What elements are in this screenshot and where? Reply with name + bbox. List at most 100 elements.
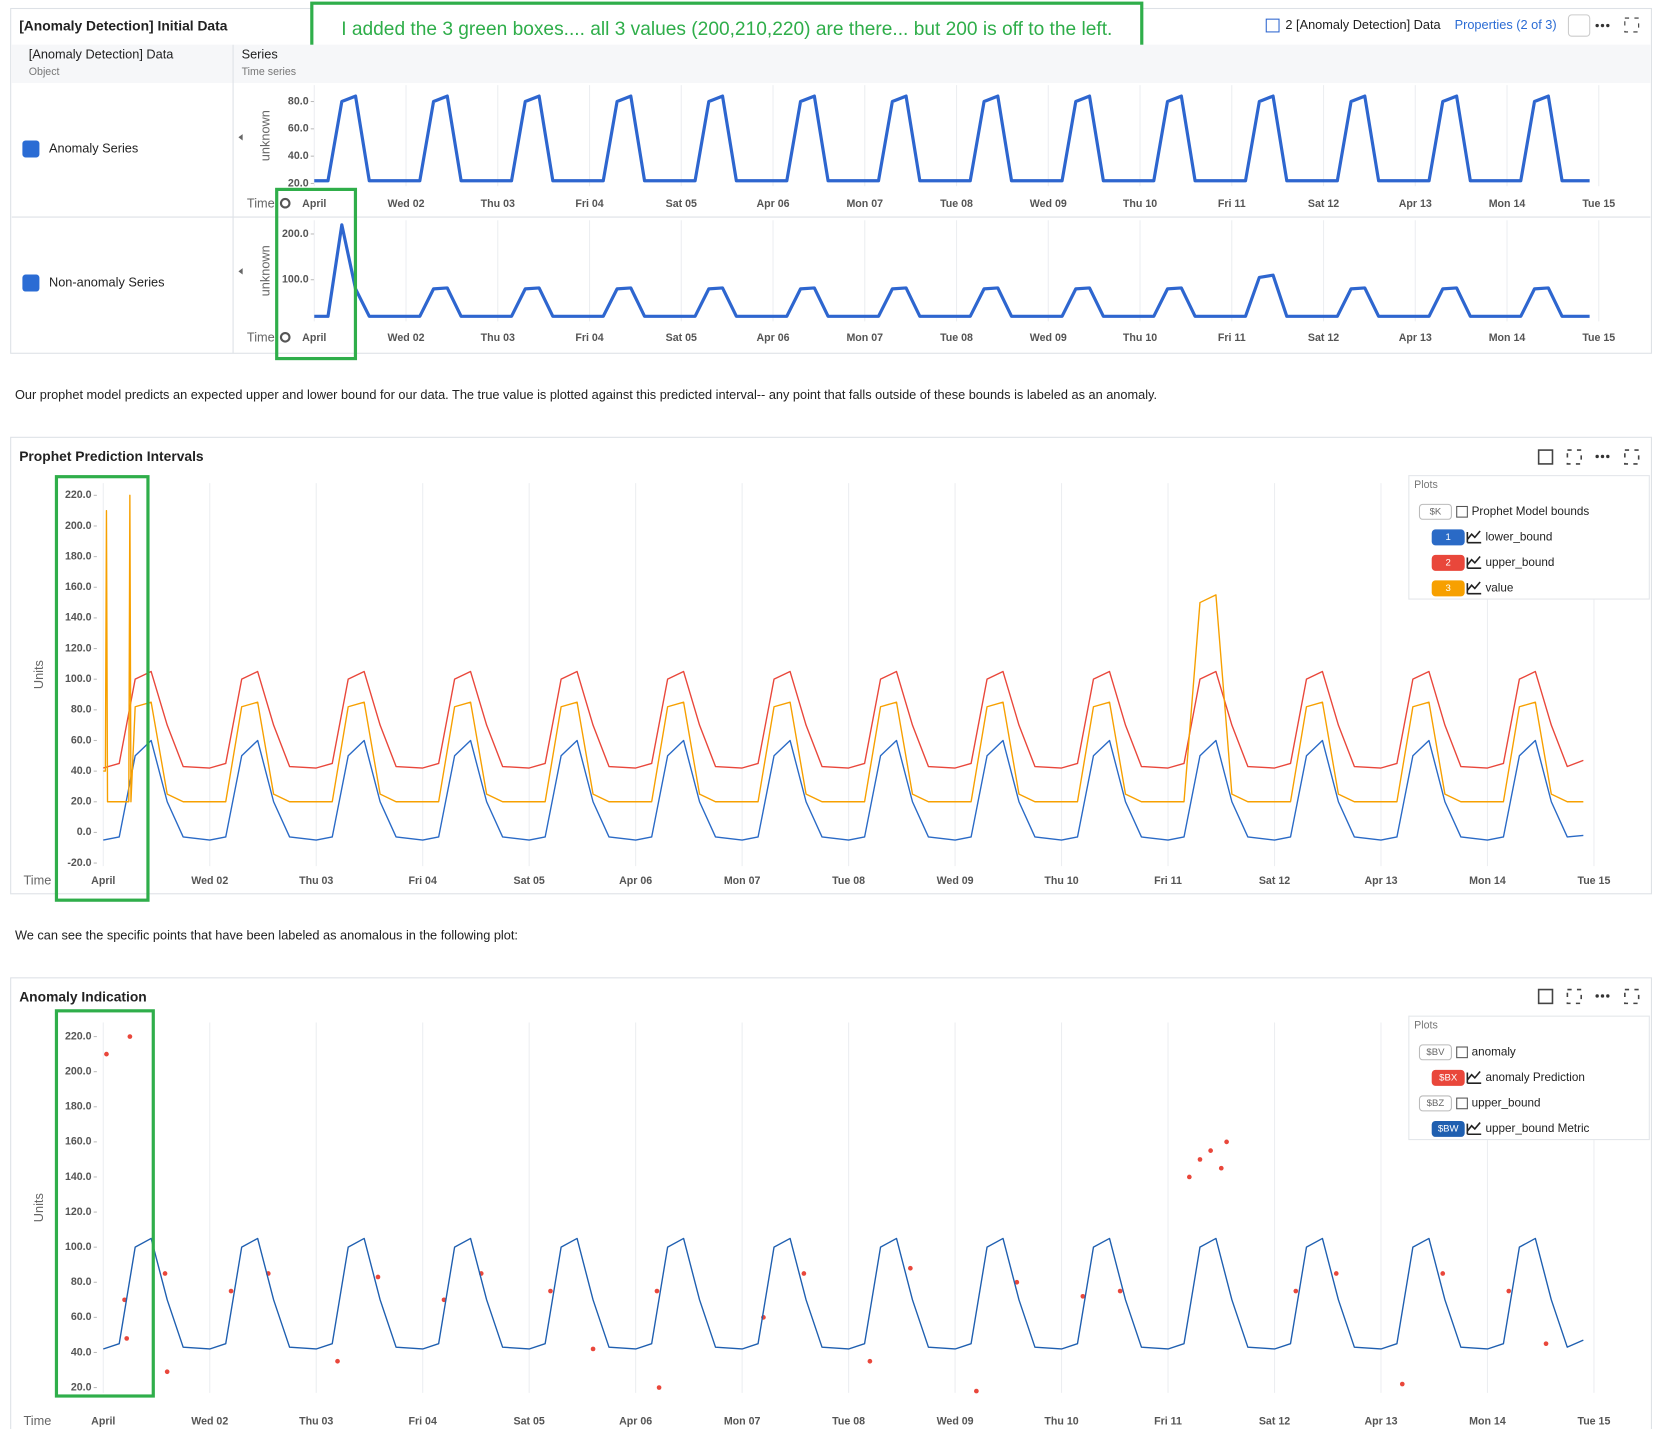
x-tick-label: Sat 05 (666, 198, 697, 210)
y-tick-label: 20.0 (71, 796, 92, 808)
x-tick-label: Thu 03 (481, 198, 515, 210)
more-button[interactable] (1595, 23, 1610, 28)
x-tick-label: Tue 15 (1578, 875, 1611, 887)
series-line (103, 494, 1584, 803)
series-line (314, 223, 1590, 318)
anomaly-point (1014, 1279, 1020, 1285)
x-tick-label: Sat 05 (514, 875, 545, 887)
x-tick-label: Fri 04 (575, 332, 603, 344)
legend-entry: upper_bound Metric (1485, 1122, 1589, 1135)
x-tick-label: Mon 07 (846, 332, 883, 344)
y-tick-label: 60.0 (288, 123, 309, 135)
column-subheader: Time series (242, 66, 297, 78)
x-tick-label: Tue 15 (1582, 332, 1615, 344)
legend-entry: anomaly Prediction (1485, 1071, 1584, 1084)
series-line (314, 94, 1590, 183)
y-tick-label: 80.0 (288, 95, 309, 107)
anomaly-point (908, 1265, 913, 1271)
x-tick-label: Mon 14 (1489, 198, 1526, 210)
x-tick-label: Tue 08 (940, 332, 973, 344)
x-tick-label: Wed 02 (388, 332, 425, 344)
anomaly-point (974, 1388, 979, 1394)
x-axis-label: Time (247, 330, 275, 345)
x-tick-label: Fri 11 (1154, 1415, 1182, 1427)
anomaly-point (548, 1288, 553, 1294)
series-badge-label: 1 (1446, 532, 1451, 543)
x-tick-label: Fri 04 (409, 1415, 437, 1427)
x-tick-label: Mon 07 (724, 1415, 761, 1427)
x-tick-label: Apr 06 (619, 1415, 652, 1427)
object-link[interactable]: 2 [Anomaly Detection] Data (1285, 17, 1441, 32)
x-tick-label: Apr 13 (1399, 198, 1432, 210)
x-tick-label: Apr 06 (756, 198, 789, 210)
anomaly-point (1333, 1271, 1339, 1276)
x-axis-label: Time (247, 196, 275, 211)
x-tick-label: Apr 06 (619, 875, 652, 887)
anomaly-point (590, 1346, 596, 1352)
legend-entry: upper_bound (1485, 556, 1554, 569)
y-tick-label: 220.0 (65, 489, 92, 501)
anomaly-point (124, 1336, 130, 1341)
legend-icon (1466, 1070, 1482, 1084)
x-tick-label: Apr 06 (756, 332, 789, 344)
x-tick-label: Tue 08 (940, 198, 973, 210)
x-axis-label: Time (23, 872, 51, 887)
x-tick-label: April (302, 332, 326, 344)
legend-group: upper_bound (1472, 1096, 1541, 1109)
group-badge-label: $K (1430, 506, 1442, 517)
group-icon (1456, 1046, 1468, 1059)
y-tick-label: 80.0 (71, 1276, 92, 1288)
y-tick-label: 20.0 (71, 1381, 92, 1393)
panel (10, 436, 1652, 895)
chart-title: Prophet Prediction Intervals (19, 448, 204, 464)
x-tick-label: Apr 13 (1364, 1415, 1397, 1427)
legend-group: anomaly (1472, 1045, 1516, 1058)
series-name: Anomaly Series (49, 140, 138, 155)
more-button[interactable] (1595, 454, 1610, 998)
y-tick-label: 100.0 (282, 274, 309, 286)
x-axis-label: Time (23, 1413, 51, 1428)
properties-link[interactable]: Properties (2 of 3) (1455, 17, 1557, 32)
legend-icon (1466, 530, 1482, 544)
series-line (103, 739, 1584, 841)
expand-button[interactable] (1624, 17, 1640, 33)
series-icon (22, 274, 40, 292)
column-subheader: Object (29, 66, 60, 78)
x-tick-label: Thu 03 (299, 1415, 333, 1427)
x-tick-label: Fri 04 (575, 198, 603, 210)
x-tick-label: Thu 03 (481, 332, 515, 344)
x-tick-label: Wed 02 (191, 875, 228, 887)
x-tick-label: April (302, 198, 326, 210)
anomaly-point (1440, 1271, 1446, 1276)
chart-button[interactable] (1567, 14, 1591, 37)
anomaly-point (1080, 1293, 1086, 1299)
anomaly-point (1218, 1165, 1224, 1171)
legend-icon (1466, 1122, 1482, 1136)
toolbar-icons[interactable] (1537, 449, 1640, 1005)
x-tick-label: Tue 15 (1582, 198, 1615, 210)
y-axis-label: unknown (257, 245, 272, 296)
anomaly-point (375, 1274, 381, 1280)
x-tick-label: Wed 09 (937, 875, 974, 887)
anomaly-point (1506, 1288, 1512, 1294)
y-tick-label: 140.0 (65, 1171, 92, 1183)
x-tick-label: Wed 09 (1030, 198, 1067, 210)
x-tick-label: Tue 15 (1578, 1415, 1611, 1427)
group-badge (1418, 503, 1452, 520)
x-tick-label: Fri 11 (1218, 198, 1246, 210)
y-axis-label: Units (31, 1193, 46, 1222)
legend-title: Plots (1414, 1020, 1438, 1032)
x-tick-label: Mon 14 (1469, 1415, 1506, 1427)
group-badge (1418, 1044, 1452, 1061)
y-tick-label: 200.0 (65, 1065, 92, 1077)
x-tick-label: Thu 10 (1044, 1415, 1078, 1427)
x-tick-label: Tue 08 (832, 875, 865, 887)
x-tick-label: Sat 05 (666, 332, 697, 344)
y-tick-label: 0.0 (77, 826, 92, 838)
x-tick-label: Fri 11 (1154, 875, 1182, 887)
x-tick-label: Sat 12 (1308, 332, 1339, 344)
anomaly-point (164, 1369, 170, 1375)
anomaly-point (104, 1051, 109, 1057)
y-tick-label: 60.0 (71, 734, 92, 746)
